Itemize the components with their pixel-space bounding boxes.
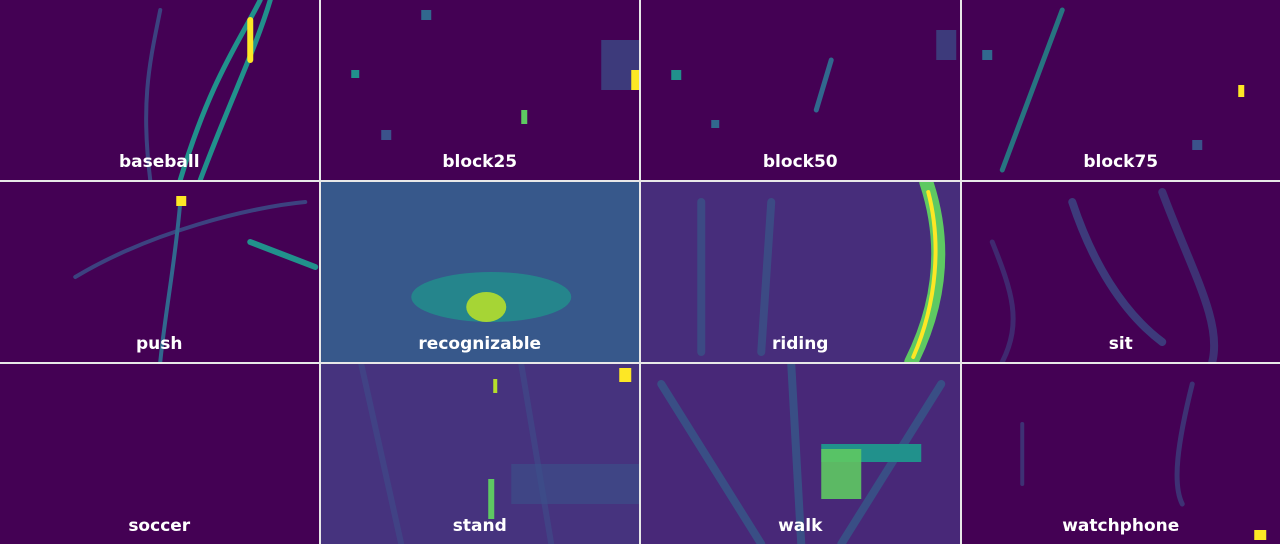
panel-label: block25 (442, 152, 518, 172)
panel-label: walk (778, 516, 823, 536)
heatmap (1019, 381, 1266, 540)
heatmap-panel: block75 (961, 0, 1280, 180)
heatmap (350, 10, 639, 140)
heatmap (981, 7, 1244, 173)
heatmap (144, 0, 273, 180)
heatmap-panel: push (0, 182, 319, 362)
heatmap (657, 364, 946, 544)
heatmap-panel: block25 (320, 0, 639, 180)
panel-label: push (136, 334, 183, 354)
panel-label: riding (772, 334, 829, 354)
panel-label: recognizable (418, 334, 542, 354)
panel-label: baseball (118, 152, 200, 172)
heatmap (989, 188, 1218, 362)
panel-label: stand (452, 516, 507, 536)
heatmap-panel: soccer (0, 364, 319, 544)
heatmap (320, 182, 639, 362)
heatmap-panel: sit (961, 182, 1280, 362)
panel-label: soccer (128, 516, 191, 536)
heatmap (697, 182, 946, 362)
panel-label: watchphone (1062, 516, 1180, 536)
heatmap (671, 30, 957, 128)
heatmap-panel: recognizable (320, 182, 639, 362)
heatmap-panel: riding (641, 182, 960, 362)
heatmap-panel: walk (641, 364, 960, 544)
heatmap-panel: watchphone (961, 364, 1280, 544)
panel-label: block75 (1083, 152, 1159, 172)
panel-label: sit (1108, 334, 1133, 354)
panel-label: block50 (762, 152, 838, 172)
heatmap-panel: stand (320, 364, 639, 544)
heatmap (73, 196, 319, 362)
heatmap-panel: block50 (641, 0, 960, 180)
heatmap (357, 364, 639, 544)
heatmap-panel: baseball (0, 0, 319, 180)
